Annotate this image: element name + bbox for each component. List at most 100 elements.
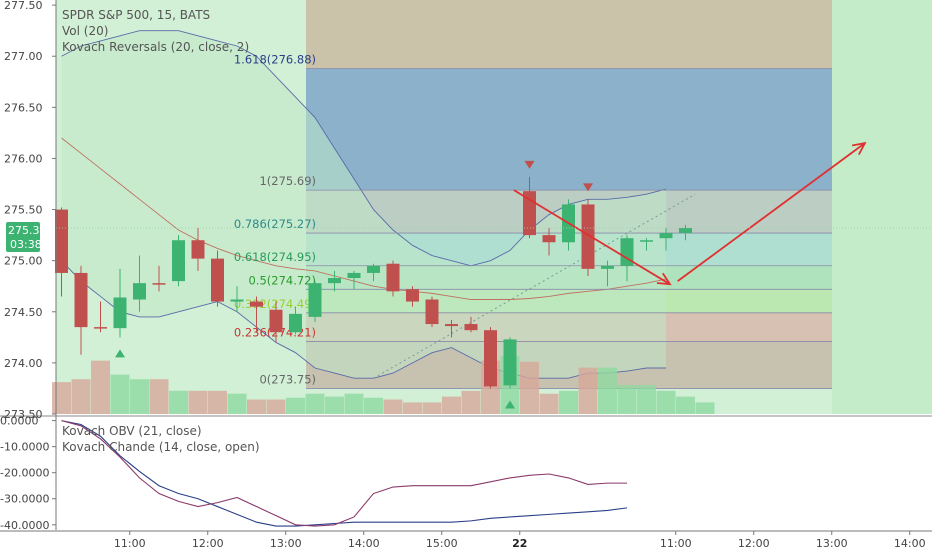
annotation-arrow-line-1 [677, 142, 866, 282]
volume-bar-0 [52, 382, 71, 414]
volume-bar-13 [305, 393, 325, 414]
price-tick-label-4: 275.50 [4, 204, 43, 217]
reversals-legend: Kovach Reversals (20, close, 2) [62, 40, 249, 54]
fib-zone-0 [306, 68, 832, 191]
price-badge-value: 275.32 [8, 224, 47, 237]
candle-body-19 [425, 299, 439, 325]
indicator-tick-label-0: 0.0000 [0, 415, 39, 428]
volume-bar-28 [598, 367, 617, 414]
chande-legend: Kovach Chande (14, close, open) [62, 440, 260, 454]
fib-zone-top [306, 0, 832, 69]
candle-body-4 [133, 283, 146, 300]
symbol-title: SPDR S&P 500, 15, BATS [62, 8, 210, 22]
indicator-line-1 [61, 420, 627, 527]
indicator-tick-label-1: -10.0000 [0, 441, 49, 454]
volume-bar-17 [383, 399, 403, 414]
time-tick-label-7: 12:00 [738, 537, 770, 550]
candle-body-15 [347, 272, 361, 279]
candle-body-18 [406, 289, 419, 302]
annotation-arrow-line-0 [513, 189, 671, 285]
fib-label-0: 1.618(276.88) [234, 52, 316, 66]
volume-bar-24 [520, 361, 539, 414]
candle-body-14 [328, 278, 341, 284]
fib-label-5: 0.382(274.49) [234, 297, 316, 311]
price-pane[interactable]: 1.618(276.88) 1(275.69) 0.786(275.27) 0.618… [0, 0, 932, 417]
volume-bar-8 [208, 390, 227, 414]
fib-label-4: 0.5(274.72) [248, 273, 316, 287]
candle-body-7 [191, 240, 205, 259]
band-lower-line [61, 260, 666, 379]
time-tick-label-3: 14:00 [348, 537, 380, 550]
reversal-up-marker-1 [505, 400, 515, 409]
candle-body-29 [620, 238, 634, 266]
volume-bar-16 [364, 397, 383, 414]
time-tick-label-2: 13:00 [270, 537, 302, 550]
indicator-pane-background [56, 418, 932, 530]
volume-bar-20 [442, 396, 461, 414]
volume-bar-18 [403, 402, 422, 414]
time-tick-label-6: 11:00 [660, 537, 692, 550]
volume-bar-5 [149, 379, 169, 414]
annotation-arrow-head-1 [851, 141, 867, 156]
candle-body-22 [484, 330, 497, 387]
volume-bar-7 [188, 390, 208, 414]
candle-body-1 [74, 272, 88, 328]
candle-body-6 [172, 240, 185, 282]
volume-bar-4 [130, 379, 149, 414]
indicator-pane[interactable]: 0.0000 -10.0000 -20.0000 -30.0000 -40.0000 [0, 415, 932, 532]
price-tick-label-5: 276.00 [4, 152, 43, 165]
volume-bar-1 [71, 379, 91, 414]
price-tick-label-8: 277.50 [4, 0, 43, 12]
candle-body-17 [386, 263, 400, 292]
candle-body-11 [269, 309, 283, 333]
candle-body-20 [445, 324, 458, 327]
indicator-line-0 [61, 420, 628, 527]
volume-bar-12 [286, 397, 305, 414]
candle-body-0 [55, 209, 68, 273]
time-tick-label-0: 11:00 [114, 537, 146, 550]
candle-body-31 [659, 233, 673, 239]
time-tick-label-1: 12:00 [192, 537, 224, 550]
volume-bar-11 [266, 399, 286, 414]
obv-legend: Kovach OBV (21, close) [62, 424, 202, 438]
time-tick-label-4: 15:00 [426, 537, 458, 550]
time-axis: 11:00 12:00 13:00 14:00 15:00 22 11:00 12:00 13:… [0, 530, 932, 550]
volume-bar-19 [422, 402, 442, 414]
price-tick-label-0: 273.50 [4, 408, 43, 421]
candle-body-2 [94, 327, 107, 329]
volume-bar-10 [247, 399, 266, 414]
volume-bar-6 [169, 390, 188, 414]
price-tick-label-7: 277.00 [4, 50, 43, 63]
candle-body-25 [542, 235, 556, 243]
time-tick-label-9: 14:00 [894, 537, 926, 550]
volume-bar-31 [656, 390, 676, 414]
volume-bar-29 [617, 385, 637, 414]
reversal-up-marker-0 [115, 349, 125, 358]
candle-body-27 [581, 204, 595, 269]
volume-bar-27 [578, 367, 598, 414]
fib-label-3: 0.618(274.95) [234, 250, 316, 264]
volume-bar-2 [91, 360, 110, 414]
candle-body-21 [464, 324, 478, 331]
candle-body-30 [640, 240, 653, 242]
fib-label-7: 0(273.75) [259, 372, 316, 386]
candle-body-23 [503, 339, 517, 386]
volume-bar-33 [695, 402, 715, 414]
volume-bar-3 [110, 374, 130, 414]
moving-average-line [61, 137, 667, 300]
volume-bar-32 [676, 396, 695, 414]
candle-body-8 [211, 258, 224, 302]
volume-legend: Vol (20) [62, 24, 108, 38]
trend-dotted-line [373, 193, 696, 379]
fib-label-2: 0.786(275.27) [234, 217, 316, 231]
candle-body-28 [601, 265, 614, 269]
candle-body-16 [367, 265, 380, 273]
annotation-arrow-head-0 [656, 272, 672, 286]
projection-zone [832, 0, 932, 414]
price-badge: 275.32 03:38 [6, 222, 47, 252]
indicator-tick-label-4: -40.0000 [0, 519, 49, 532]
reversal-down-marker-2 [524, 160, 535, 169]
candle-body-13 [308, 283, 322, 317]
price-tick-label-3: 275.00 [4, 255, 43, 268]
